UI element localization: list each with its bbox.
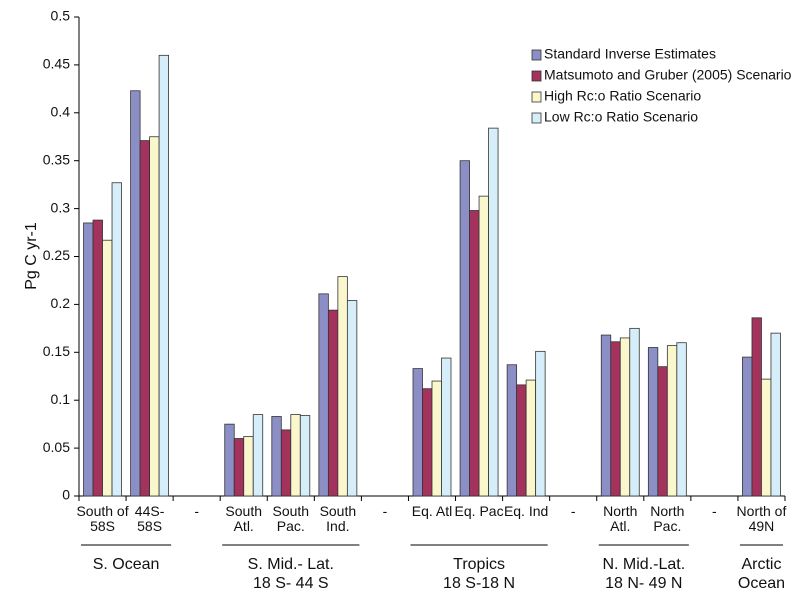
y-tick-label: 0 [62, 487, 70, 503]
bar [130, 90, 141, 497]
group-label: Tropics 18 S-18 N [443, 556, 516, 592]
bar [600, 334, 612, 497]
bar [761, 378, 772, 497]
legend-label: Standard Inverse Estimates [544, 46, 716, 62]
bar [318, 293, 329, 497]
bar [83, 222, 94, 497]
bar [666, 345, 678, 497]
bar [647, 347, 659, 497]
legend-label: High Rc:o Ratio Scenario [544, 88, 701, 104]
bar [478, 195, 489, 497]
bar [525, 379, 537, 497]
bar [610, 341, 621, 497]
bar [158, 54, 170, 497]
bar [676, 342, 687, 497]
bar [111, 182, 122, 497]
legend-label: Low Rc:o Ratio Scenario [544, 109, 698, 125]
x-tick-label: - [382, 503, 388, 519]
bar [629, 327, 640, 497]
y-tick-label: 0.3 [51, 199, 71, 215]
x-tick-label: - [194, 503, 199, 519]
legend-label: Matsumoto and Gruber (2005) Scenario [544, 67, 792, 83]
x-tick-label: South Pac. [272, 503, 310, 534]
bar [92, 219, 103, 497]
y-axis-label: Pg C yr-1 [23, 222, 40, 290]
y-tick-label: 0.35 [43, 151, 70, 167]
legend-swatch [531, 70, 542, 82]
group-label: N. Mid.-Lat. 18 N- 49 N [602, 556, 686, 592]
legend-swatch [531, 49, 542, 61]
bar [149, 136, 160, 497]
bar [535, 350, 546, 497]
bar [271, 416, 282, 497]
bar [506, 364, 518, 497]
legend-swatch [531, 112, 542, 124]
legend-swatch [531, 91, 542, 103]
bar [224, 423, 235, 497]
bar [337, 276, 348, 497]
bar [441, 357, 452, 497]
bar [299, 415, 311, 497]
x-tick-label: Eq. Atl [411, 503, 453, 519]
bar [742, 356, 753, 497]
x-tick-label: Eq. Ind [503, 503, 549, 519]
y-tick-label: 0.4 [51, 104, 71, 120]
x-tick-label: South of 58S [76, 503, 129, 534]
x-tick-label: Eq. Pac [454, 503, 504, 519]
bar [252, 414, 264, 497]
bar [412, 368, 423, 497]
bar [139, 140, 151, 497]
group-label: Arctic Ocean [737, 556, 786, 592]
bar [290, 414, 301, 497]
y-tick-label: 0.05 [43, 439, 70, 455]
y-tick-label: 0.2 [51, 295, 71, 311]
bar [619, 337, 631, 497]
bar [327, 309, 339, 497]
bar [243, 436, 254, 497]
x-tick-label: North Pac. [650, 503, 685, 534]
x-tick-label: - [712, 503, 717, 519]
x-tick-label: South Atl. [225, 503, 263, 534]
bar [233, 438, 245, 497]
bar [431, 380, 442, 497]
bar [422, 388, 433, 497]
bar [280, 429, 292, 497]
x-tick-label: 44S- 58S [134, 503, 165, 534]
bar [459, 160, 470, 497]
y-tick-label: 0.15 [43, 343, 70, 359]
x-tick-label: South Ind. [319, 503, 357, 534]
x-tick-label: - [570, 503, 576, 519]
y-tick-label: 0.25 [43, 247, 70, 263]
bar [516, 384, 527, 497]
bar [770, 332, 781, 497]
x-tick-label: North Atl. [603, 503, 638, 534]
y-tick-label: 0.1 [51, 391, 71, 407]
bar [469, 210, 480, 497]
group-label: S. Mid.- Lat. 18 S- 44 S [247, 556, 334, 592]
group-label: S. Ocean [92, 556, 160, 573]
bar [102, 239, 113, 497]
y-tick-label: 0.45 [43, 56, 70, 72]
bar [346, 300, 358, 497]
bar [751, 317, 762, 497]
bar [488, 127, 499, 497]
bar [657, 366, 668, 497]
y-tick-label: 0.5 [51, 8, 71, 24]
x-tick-label: North of 49N [736, 503, 787, 534]
